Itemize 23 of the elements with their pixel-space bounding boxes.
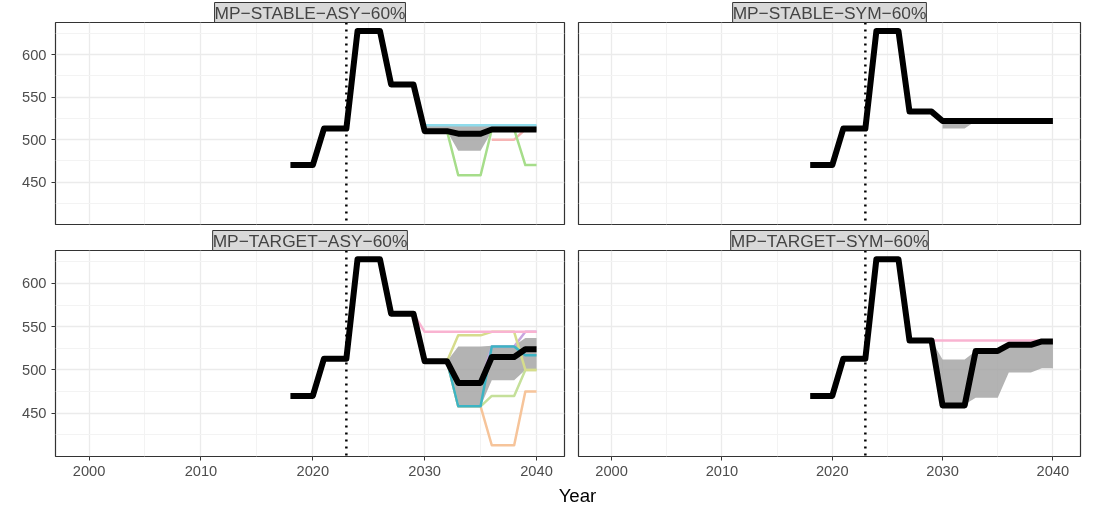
x-tick-label: 2010 <box>184 462 218 479</box>
x-axis-title: Year <box>558 484 597 508</box>
chart-title: MP−TARGET−SYM−60% <box>730 230 929 251</box>
x-tick-label: 2000 <box>595 462 628 479</box>
y-tick-label: 550 <box>22 318 47 335</box>
y-tick-label: 450 <box>22 405 47 422</box>
x-tick-label: 2000 <box>72 462 106 479</box>
y-tick-label: 450 <box>22 174 47 191</box>
x-tick-label: 2040 <box>1036 462 1070 479</box>
x-tick-label: 2030 <box>926 462 959 479</box>
x-tick-label: 2010 <box>705 462 739 479</box>
y-tick-label: 600 <box>22 275 47 292</box>
chart-title: MP−STABLE−SYM−60% <box>732 2 927 23</box>
chart-title: MP−STABLE−ASY−60% <box>214 2 406 23</box>
x-tick-label: 2020 <box>296 462 330 479</box>
x-tick-label: 2030 <box>408 462 441 479</box>
y-tick-label: 550 <box>22 89 47 106</box>
y-tick-label: 500 <box>22 361 47 378</box>
y-tick-label: 600 <box>22 46 47 63</box>
y-tick-label: 500 <box>22 131 47 148</box>
x-tick-label: 2020 <box>815 462 849 479</box>
x-tick-label: 2040 <box>520 462 553 479</box>
chart-title: MP−TARGET−ASY−60% <box>212 230 408 251</box>
